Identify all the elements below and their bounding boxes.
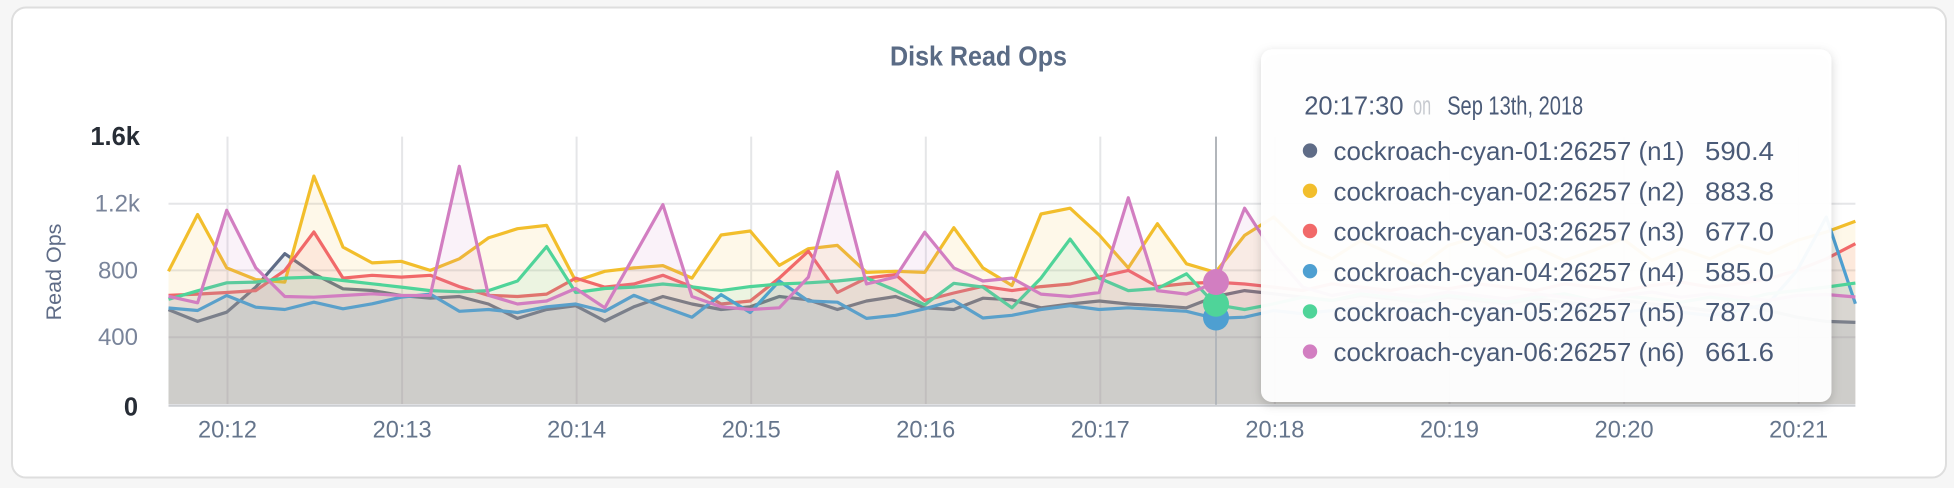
svg-text:20:14: 20:14 [547, 417, 606, 444]
svg-text:585.0: 585.0 [1705, 257, 1774, 287]
svg-text:20:19: 20:19 [1420, 417, 1479, 444]
svg-text:20:16: 20:16 [896, 417, 955, 444]
svg-text:20:15: 20:15 [722, 417, 781, 444]
svg-text:661.6: 661.6 [1705, 337, 1774, 367]
svg-text:800: 800 [98, 258, 138, 285]
svg-text:20:17:30: 20:17:30 [1304, 93, 1403, 121]
svg-text:cockroach-cyan-04:26257 (n4): cockroach-cyan-04:26257 (n4) [1334, 257, 1685, 287]
svg-text:1.2k: 1.2k [95, 191, 141, 218]
svg-text:0: 0 [124, 394, 138, 422]
svg-text:20:13: 20:13 [373, 417, 432, 444]
svg-text:Disk Read Ops: Disk Read Ops [890, 41, 1067, 72]
svg-text:Sep 13th, 2018: Sep 13th, 2018 [1447, 93, 1583, 121]
svg-text:883.8: 883.8 [1705, 176, 1774, 206]
svg-text:20:20: 20:20 [1595, 417, 1654, 444]
svg-text:787.0: 787.0 [1705, 297, 1774, 327]
svg-text:on: on [1413, 93, 1431, 121]
svg-text:20:21: 20:21 [1769, 417, 1828, 444]
svg-text:cockroach-cyan-03:26257 (n3): cockroach-cyan-03:26257 (n3) [1334, 217, 1685, 247]
svg-text:cockroach-cyan-02:26257 (n2): cockroach-cyan-02:26257 (n2) [1334, 176, 1685, 206]
svg-text:20:18: 20:18 [1245, 417, 1304, 444]
svg-text:20:12: 20:12 [198, 417, 257, 444]
svg-text:1.6k: 1.6k [90, 123, 140, 151]
svg-text:400: 400 [98, 324, 138, 351]
svg-text:cockroach-cyan-01:26257 (n1): cockroach-cyan-01:26257 (n1) [1334, 136, 1685, 166]
svg-text:cockroach-cyan-06:26257 (n6): cockroach-cyan-06:26257 (n6) [1334, 337, 1685, 367]
svg-text:590.4: 590.4 [1705, 136, 1774, 166]
svg-text:cockroach-cyan-05:26257 (n5): cockroach-cyan-05:26257 (n5) [1334, 297, 1685, 327]
svg-text:20:17: 20:17 [1071, 417, 1130, 444]
svg-text:677.0: 677.0 [1705, 217, 1774, 247]
svg-text:Read Ops: Read Ops [42, 224, 66, 321]
